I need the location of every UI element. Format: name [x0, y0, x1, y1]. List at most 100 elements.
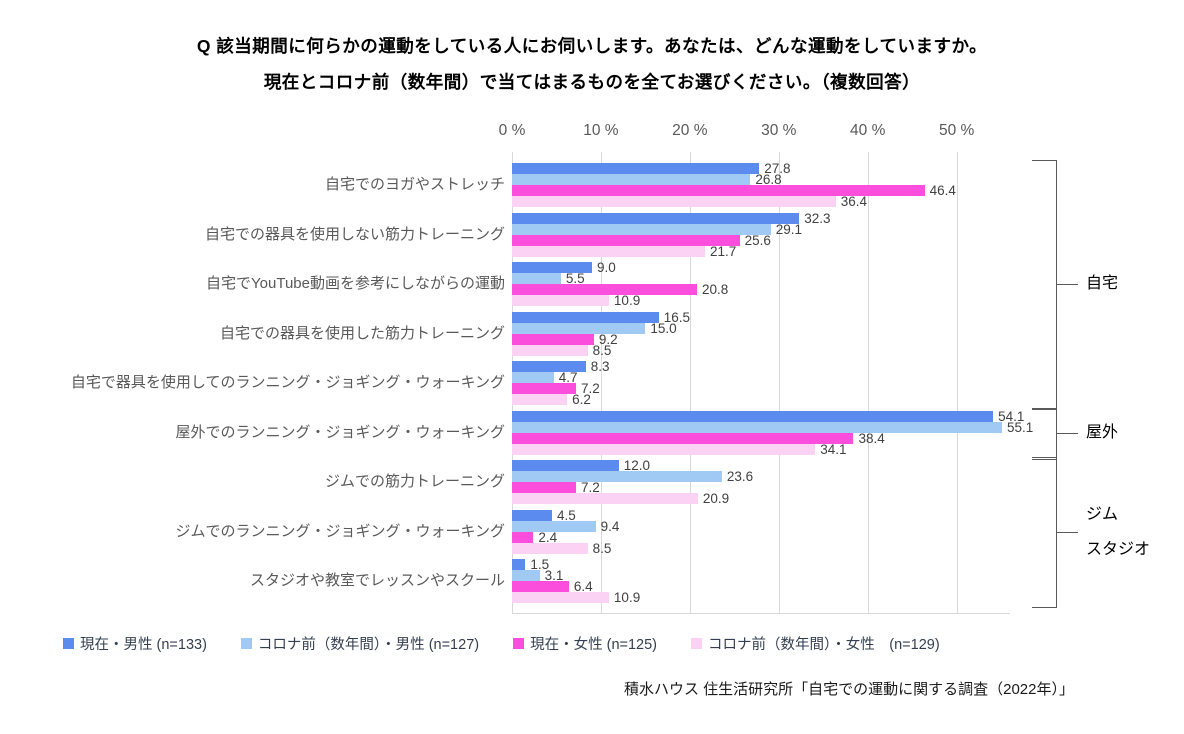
bar-row: 32.3 — [512, 211, 1010, 226]
bar — [512, 361, 586, 372]
category-label: 自宅でYouTube動画を参考にしながらの運動 — [206, 275, 505, 292]
bar-row: 23.6 — [512, 469, 1010, 484]
source-credit: 積水ハウス 住生活研究所「自宅での運動に関する調査（2022年）」 — [623, 681, 1074, 698]
x-axis-tick-label: 50 % — [938, 122, 975, 139]
bar — [512, 196, 836, 207]
bar — [512, 559, 526, 570]
bar — [512, 482, 577, 493]
bar — [512, 460, 619, 471]
legend-color-swatch — [513, 638, 525, 649]
category-label: スタジオや教室でレッスンやスクール — [249, 572, 505, 589]
category-label: 自宅でのヨガやストレッチ — [324, 176, 505, 193]
category-label: 自宅での器具を使用しない筋力トレーニング — [204, 225, 505, 243]
group-bracket-label-line: ジム — [1086, 505, 1119, 523]
value-label: 12.0 — [623, 458, 650, 473]
gridline — [956, 152, 958, 613]
legend-label: 現在・男性 (n=133) — [80, 637, 207, 653]
x-axis-tick-label: 0 % — [498, 122, 526, 139]
bar — [512, 493, 698, 504]
legend-label: 現在・女性 (n=125) — [530, 637, 658, 653]
bar — [512, 234, 740, 246]
bar-row: 8.3 — [512, 359, 1010, 374]
bar-group: 1.5 3.1 6.4 10.9 — [512, 557, 1010, 605]
bar — [512, 295, 609, 306]
bar — [512, 531, 534, 543]
bar — [512, 383, 577, 394]
category-label: 屋外でのランニング・ジョギング・ウォーキング — [175, 423, 505, 441]
bar-row: 7.2 — [512, 381, 1010, 396]
bar — [512, 581, 569, 592]
bar-row: 38.4 — [512, 431, 1010, 446]
value-label: 34.1 — [820, 441, 847, 457]
value-label: 29.1 — [775, 221, 803, 237]
bar — [512, 542, 588, 554]
x-axis-tick-label: 30 % — [761, 122, 797, 139]
question-title-line2: 現在とコロナ前（数年間）で当てはまるものを全てお選びください。（複数回答） — [263, 72, 921, 92]
bracket-connector-line — [1056, 284, 1078, 285]
legend: 現在・男性 (n=133) コロナ前（数年間）・男性 (n=127) 現在・女性 (… — [63, 633, 940, 654]
legend-item: コロナ前（数年間）・女性 (n=129) — [691, 633, 940, 654]
group-bracket — [1032, 160, 1057, 410]
bar-row: 46.4 — [512, 183, 1010, 198]
bar-row: 8.5 — [512, 540, 1010, 556]
group-bracket — [1032, 407, 1057, 460]
bar-group: 12.0 23.6 7.2 20.9 — [512, 458, 1010, 506]
bar-row: 16.5 — [512, 310, 1010, 325]
value-label: 5.5 — [565, 271, 585, 286]
bar — [512, 421, 1002, 433]
value-label: 20.9 — [702, 491, 730, 506]
value-label: 26.8 — [755, 172, 782, 187]
bar — [512, 372, 554, 383]
bar-row: 10.9 — [512, 293, 1010, 308]
value-label: 8.5 — [592, 342, 612, 358]
value-label: 23.6 — [726, 469, 754, 484]
bar — [512, 212, 800, 224]
bar-row: 20.9 — [512, 491, 1010, 506]
bar — [512, 273, 561, 284]
bar-row: 4.7 — [512, 370, 1010, 385]
bar — [512, 520, 596, 532]
group-bracket — [1032, 457, 1057, 608]
legend-item: 現在・女性 (n=125) — [513, 633, 657, 654]
value-label: 10.9 — [613, 293, 641, 308]
bar-row: 5.5 — [512, 271, 1010, 286]
bar-row: 8.5 — [512, 342, 1010, 358]
bar — [512, 592, 609, 603]
value-label: 36.4 — [840, 194, 867, 209]
bar-row: 15.0 — [512, 321, 1010, 336]
bar-row: 27.8 — [512, 161, 1010, 176]
bar — [512, 262, 593, 273]
value-label: 8.3 — [590, 359, 610, 374]
bar — [512, 410, 994, 422]
bar — [512, 443, 816, 455]
legend-label: コロナ前（数年間）・女性 (n=129) — [708, 637, 940, 653]
question-title-line1: Q 該当期間に何らかの運動をしている人にお伺いします。あなたは、どんな運動をして… — [196, 36, 988, 56]
legend-item: 現在・男性 (n=133) — [63, 633, 207, 654]
bar-row: 12.0 — [512, 458, 1010, 473]
value-label: 2.4 — [538, 529, 558, 545]
group-bracket-label-line: スタジオ — [1086, 540, 1151, 558]
plot-area: 27.8 26.8 46.4 36.4 32.3 29.1 25.6 21.7 9.0 5.5 20… — [512, 152, 1033, 614]
value-label: 9.0 — [597, 260, 616, 275]
x-axis-tick-label: 20 % — [672, 122, 708, 139]
bar — [512, 284, 697, 295]
bar-row: 7.2 — [512, 480, 1010, 495]
bar-row: 9.2 — [512, 332, 1010, 347]
value-label: 1.5 — [530, 557, 550, 572]
value-label: 9.4 — [600, 518, 620, 534]
value-label: 25.6 — [744, 232, 771, 248]
category-label: 自宅での器具を使用した筋力トレーニング — [219, 324, 505, 342]
value-label: 4.7 — [558, 370, 578, 385]
bar-row: 26.8 — [512, 172, 1010, 187]
bar-row: 55.1 — [512, 420, 1033, 435]
legend-color-swatch — [63, 638, 74, 649]
value-label: 10.9 — [613, 590, 641, 605]
value-label: 8.5 — [592, 540, 612, 556]
gridline — [600, 152, 602, 613]
bar-group: 9.0 5.5 20.8 10.9 — [512, 260, 1010, 308]
value-label: 21.7 — [709, 243, 737, 259]
bar — [512, 344, 588, 356]
bar-row: 6.2 — [512, 392, 1010, 407]
legend-label: コロナ前（数年間）・男性 (n=127) — [257, 637, 480, 653]
bar — [512, 223, 771, 235]
